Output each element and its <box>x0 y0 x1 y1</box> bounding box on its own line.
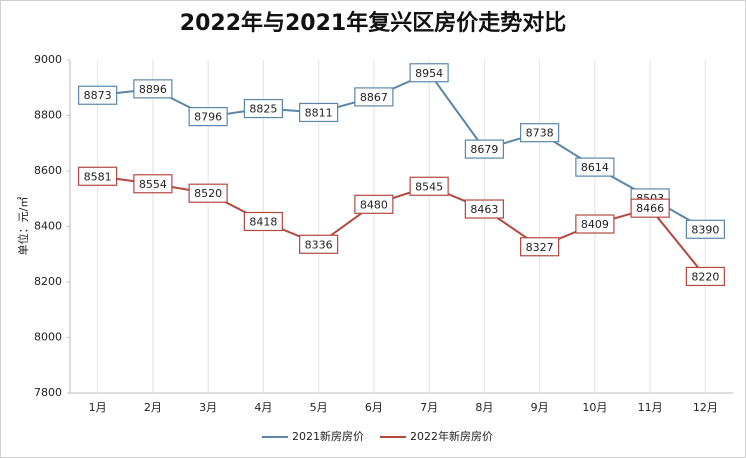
data-label: 8463 <box>470 203 498 216</box>
y-tick-label: 8200 <box>34 275 62 288</box>
y-tick-label: 7800 <box>34 386 62 399</box>
data-label-box <box>78 85 118 105</box>
data-label: 8554 <box>139 178 167 191</box>
x-tick-label: 2月 <box>144 401 162 414</box>
data-label-box <box>409 176 449 196</box>
data-label: 8336 <box>305 238 333 251</box>
data-label-box <box>409 63 449 83</box>
x-tick-label: 10月 <box>582 401 607 414</box>
data-label-box <box>685 219 725 239</box>
data-label-box <box>188 183 228 203</box>
data-label-box <box>464 199 504 219</box>
x-tick-label: 1月 <box>89 401 107 414</box>
data-label: 8896 <box>139 83 167 96</box>
data-label-box <box>354 87 394 107</box>
data-label: 8390 <box>691 223 719 236</box>
data-label: 8466 <box>636 202 664 215</box>
data-label: 8796 <box>194 111 222 124</box>
y-tick-label: 8000 <box>34 331 62 344</box>
data-label-box <box>299 234 339 254</box>
data-label: 8614 <box>581 161 609 174</box>
x-tick-label: 3月 <box>199 401 217 414</box>
data-label-box <box>188 107 228 127</box>
y-axis-label: 单位：元/㎡ <box>16 197 30 256</box>
data-label: 8327 <box>526 241 554 254</box>
data-label: 8220 <box>691 270 719 283</box>
data-label: 8738 <box>526 127 554 140</box>
data-label-box <box>299 102 339 123</box>
y-tick-label: 8800 <box>34 109 62 122</box>
x-tick-label: 5月 <box>310 401 328 414</box>
data-label-box <box>243 98 283 119</box>
x-tick-label: 8月 <box>475 401 493 414</box>
data-label: 8825 <box>249 103 277 116</box>
data-label: 8867 <box>360 91 388 104</box>
data-label: 8520 <box>194 187 222 200</box>
x-tick-label: 6月 <box>365 401 383 414</box>
chart-title: 2022年与2021年复兴区房价走势对比 <box>180 10 566 36</box>
data-label: 8581 <box>84 170 112 183</box>
data-label: 8409 <box>581 218 609 231</box>
data-label-box <box>78 166 118 186</box>
data-label-box <box>133 79 173 99</box>
data-label: 8811 <box>305 106 333 119</box>
data-label-box <box>243 211 283 232</box>
x-tick-label: 12月 <box>693 401 718 414</box>
y-tick-label: 9000 <box>34 53 62 66</box>
data-label-box <box>630 198 670 218</box>
data-label: 8954 <box>415 67 443 80</box>
x-tick-label: 4月 <box>254 401 272 414</box>
y-tick-label: 8400 <box>34 220 62 233</box>
data-label: 8480 <box>360 198 388 211</box>
data-label-box <box>520 237 560 257</box>
data-label: 8679 <box>470 143 498 156</box>
data-label-box <box>464 139 504 159</box>
data-label-box <box>575 214 615 234</box>
x-tick-label: 9月 <box>531 401 549 414</box>
data-label-box <box>685 266 725 287</box>
legend-label: 2022年新房房价 <box>410 429 493 443</box>
data-label: 8418 <box>249 216 277 229</box>
y-tick-label: 8600 <box>34 164 62 177</box>
x-tick-label: 7月 <box>420 401 438 414</box>
data-label-box <box>520 123 560 143</box>
data-label: 8545 <box>415 180 443 193</box>
data-label: 8873 <box>84 89 112 102</box>
data-label-box <box>133 174 173 194</box>
data-label-box <box>575 157 615 177</box>
x-tick-label: 11月 <box>638 401 663 414</box>
data-label-box <box>354 194 394 214</box>
legend-label: 2021新房房价 <box>292 429 364 443</box>
